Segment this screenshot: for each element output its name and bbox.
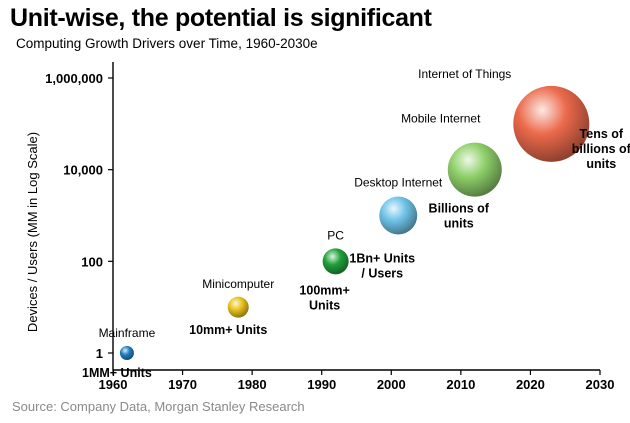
x-tick-label: 2020 xyxy=(516,377,545,392)
y-tick-label: 1,000,000 xyxy=(45,71,103,86)
y-tick-label: 10,000 xyxy=(63,163,103,178)
bubble-marker xyxy=(379,196,418,235)
source-note: Source: Company Data, Morgan Stanley Res… xyxy=(12,399,305,414)
chart-headline: Unit-wise, the potential is significant xyxy=(10,4,432,32)
bubble-units-label: Billions of xyxy=(429,202,490,216)
bubble-name-label: Desktop Internet xyxy=(354,176,443,190)
y-axis-label: Devices / Users (MM in Log Scale) xyxy=(25,132,40,332)
x-ticks: 1960 1970 1980 1990 2000 2010 2020 2030 xyxy=(99,370,615,392)
x-tick-label: 2030 xyxy=(586,377,615,392)
x-tick-label: 1980 xyxy=(238,377,267,392)
bubble-marker xyxy=(322,248,349,275)
bubble-units-label: 1Bn+ Units xyxy=(349,252,415,266)
bubble-units-label: Tens of xyxy=(580,127,624,141)
x-tick-label: 2000 xyxy=(377,377,406,392)
bubble-marker xyxy=(227,296,249,318)
bubble-marker xyxy=(119,346,134,360)
bubbles: Mainframe 1MM+ Units Minicomputer 10mm+ Uni… xyxy=(82,67,630,380)
bubble-name-label: PC xyxy=(327,228,344,242)
x-tick-label: 1990 xyxy=(307,377,336,392)
bubble-units-label: 100mm+ xyxy=(299,283,349,297)
x-tick-label: 1970 xyxy=(168,377,197,392)
bubble-marker xyxy=(513,85,590,162)
y-tick-label: 1 xyxy=(96,346,103,361)
y-ticks: 1 100 10,000 1,000,000 xyxy=(45,71,113,361)
bubble-units-label: 10mm+ Units xyxy=(189,323,267,337)
x-tick-label: 1960 xyxy=(99,377,128,392)
bubble-marker xyxy=(447,142,502,197)
bubble-units-label: units xyxy=(586,157,616,171)
bubble-units-label: billions of xyxy=(572,142,630,156)
bubble-name-label: Mainframe xyxy=(99,326,156,340)
bubble-units-label: 1MM+ Units xyxy=(82,366,152,380)
chart-title: Computing Growth Drivers over Time, 1960… xyxy=(16,36,318,51)
bubble-name-label: Mobile Internet xyxy=(401,112,481,126)
bubble-name-label: Minicomputer xyxy=(202,277,274,291)
bubble-units-label: / Users xyxy=(361,267,403,281)
bubble-units-label: Units xyxy=(309,298,340,312)
y-tick-label: 100 xyxy=(81,254,103,269)
bubble-units-label: units xyxy=(444,217,474,231)
x-tick-label: 2010 xyxy=(446,377,475,392)
bubble-name-label: Internet of Things xyxy=(418,67,511,81)
